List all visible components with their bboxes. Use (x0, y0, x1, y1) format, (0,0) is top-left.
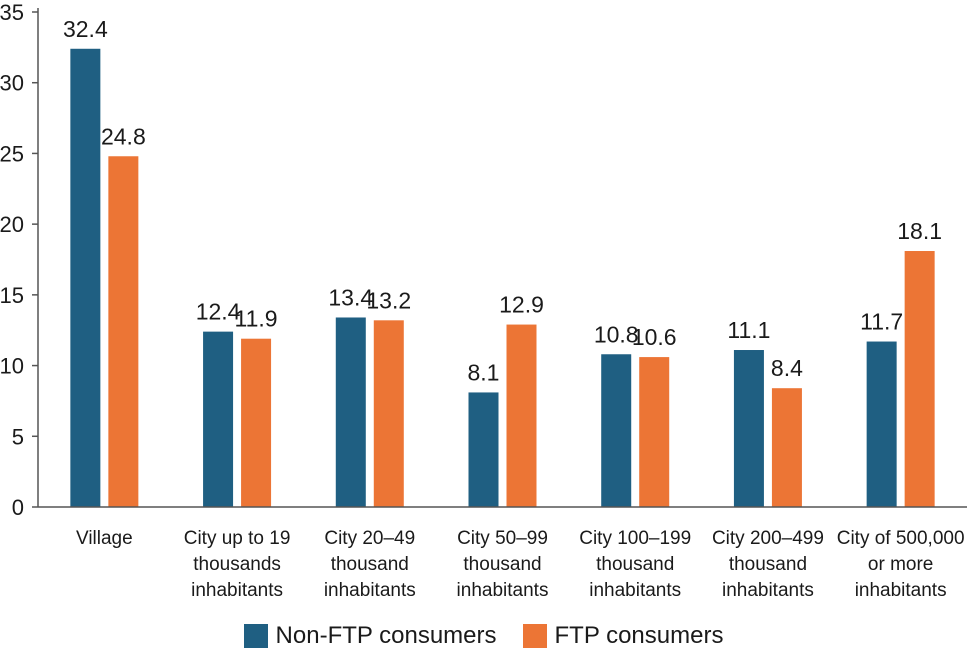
y-axis: 0 5 10 15 20 25 30 35 (0, 0, 39, 520)
legend-item-ftp: FTP consumers (522, 622, 724, 650)
bar-non-ftp (866, 341, 897, 507)
x-category-label-line: thousand (596, 554, 674, 575)
bars (70, 48, 935, 508)
x-category-label-line: inhabitants (855, 580, 947, 601)
x-category-label: City of 500,000 or more inhabitants (837, 528, 965, 601)
bar-non-ftp (335, 317, 366, 507)
bar-ftp (771, 388, 802, 507)
bar-non-ftp (203, 331, 234, 507)
legend-swatch-ftp (522, 624, 547, 648)
x-axis: Village City up to 19 thousands inhabitants… (38, 506, 967, 601)
y-tick-label: 5 (12, 424, 24, 449)
data-label: 8.4 (771, 355, 803, 381)
x-category-label-line: thousands (193, 554, 281, 575)
x-category-label-line: thousand (463, 554, 541, 575)
data-label: 13.2 (366, 287, 411, 313)
x-category-label-line: or more (868, 554, 933, 575)
legend: Non-FTP consumers FTP consumers (0, 622, 967, 650)
legend-label-ftp: FTP consumers (554, 622, 724, 649)
data-label: 8.1 (468, 359, 500, 385)
x-category-label-line: City of 500,000 (837, 528, 965, 549)
x-category-label-line: Village (76, 528, 133, 549)
bar-ftp (241, 338, 272, 507)
x-category-label: City 20–49 thousand inhabitants (324, 528, 416, 601)
data-labels: 32.4 24.8 12.411.9 13.413.2 8.1 12.9 10.810.6 1… (63, 16, 942, 386)
data-label: 11.1 (727, 317, 770, 343)
x-category-label-line: thousand (729, 554, 807, 575)
y-tick-label: 0 (12, 495, 24, 520)
bar-ftp (904, 251, 935, 507)
bar-ftp (373, 320, 404, 507)
x-category-label: City up to 19 thousands inhabitants (184, 528, 291, 601)
data-label: 32.4 (63, 16, 108, 42)
x-category-label-line: inhabitants (589, 580, 681, 601)
bar-ftp (108, 156, 139, 507)
x-category-label-line: City 100–199 (579, 528, 691, 549)
y-tick-label: 30 (0, 71, 24, 96)
bar-non-ftp (733, 350, 764, 507)
data-label: 11.7 (860, 309, 903, 335)
x-category-label: Village (76, 528, 133, 549)
bar-chart: 0 5 10 15 20 25 30 35 32.4 24.8 12.411.9 13.413.2 8… (0, 0, 967, 601)
x-category-label: City 50–99 thousand inhabitants (457, 528, 549, 601)
x-category-label-line: thousand (331, 554, 409, 575)
bar-non-ftp (468, 392, 499, 507)
x-category-label-line: inhabitants (722, 580, 814, 601)
y-tick-label: 20 (0, 212, 24, 237)
bar-ftp (506, 324, 537, 507)
data-label: 11.9 (235, 306, 278, 332)
legend-label-non-ftp: Non-FTP consumers (275, 622, 497, 649)
legend-item-non-ftp: Non-FTP consumers (243, 622, 497, 650)
x-category-label-line: inhabitants (457, 580, 549, 601)
y-tick-label: 15 (0, 283, 24, 308)
x-category-label-line: City 200–499 (712, 528, 824, 549)
x-category-label-line: City 50–99 (457, 528, 548, 549)
data-label: 24.8 (101, 123, 146, 149)
bar-ftp (639, 357, 670, 507)
bar-non-ftp (70, 48, 101, 508)
x-category-label: City 100–199 thousand inhabitants (579, 528, 691, 601)
y-tick-label: 35 (0, 0, 24, 25)
data-label: 18.1 (897, 218, 942, 244)
data-label: 10.6 (632, 324, 677, 350)
x-category-label-line: inhabitants (324, 580, 416, 601)
x-category-label-line: City up to 19 (184, 528, 291, 549)
data-label: 10.8 (594, 321, 639, 347)
data-label: 13.4 (328, 284, 373, 310)
x-category-label-line: inhabitants (191, 580, 283, 601)
legend-swatch-non-ftp (243, 624, 268, 648)
data-label: 12.4 (196, 299, 241, 325)
x-category-label: City 200–499 thousand inhabitants (712, 528, 824, 601)
data-label: 12.9 (499, 292, 544, 318)
y-tick-label: 25 (0, 141, 24, 166)
bar-non-ftp (601, 354, 632, 507)
x-category-label-line: City 20–49 (324, 528, 415, 549)
y-tick-label: 10 (0, 354, 24, 379)
